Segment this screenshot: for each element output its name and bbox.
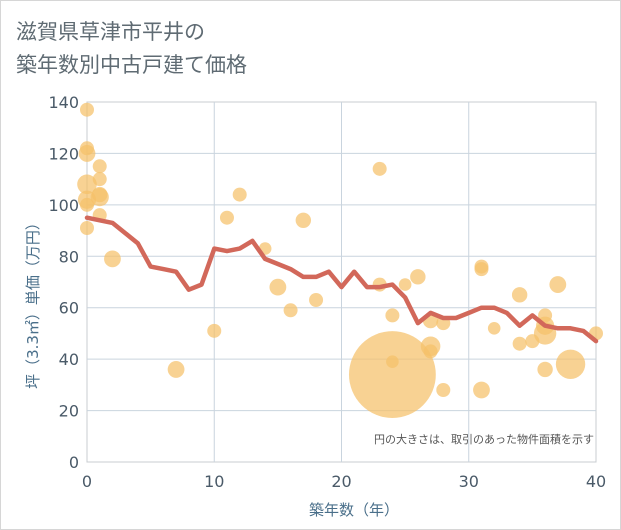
scatter-point-36 — [473, 381, 490, 399]
scatter-point-24 — [385, 308, 400, 323]
y-tick-label: 20 — [59, 402, 79, 421]
x-tick-label: 40 — [586, 472, 606, 491]
x-tick-label: 20 — [331, 472, 351, 491]
scatter-point-13 — [167, 361, 185, 378]
scatter-point-19 — [283, 303, 298, 318]
scatter-point-3 — [77, 174, 97, 195]
scatter-point-20 — [295, 212, 312, 228]
scatter-point-27 — [398, 278, 412, 291]
scatter-point-44 — [537, 361, 553, 378]
scatter-point-22 — [372, 161, 387, 176]
scatter-point-12 — [104, 250, 121, 268]
scatter-point-0 — [80, 102, 94, 117]
x-axis-ticks: 0 10 20 30 40 — [82, 472, 606, 491]
y-tick-label: 140 — [48, 93, 79, 112]
x-tick-label: 10 — [204, 472, 224, 491]
y-tick-label: 60 — [59, 299, 79, 318]
scatter-point-35 — [474, 262, 489, 277]
y-tick-label: 80 — [59, 247, 79, 266]
y-axis-label: 坪（3.3㎡）単価（万円） — [24, 215, 42, 389]
y-axis-ticks: 0 20 40 60 80 100 120 140 — [48, 93, 79, 472]
x-tick-label: 30 — [459, 472, 479, 491]
scatter-point-5 — [80, 197, 94, 212]
scatter-point-45 — [549, 276, 567, 293]
scatter-point-26 — [349, 331, 436, 418]
y-tick-label: 100 — [48, 196, 79, 215]
scatter-point-37 — [487, 321, 501, 335]
scatter-point-46 — [555, 349, 586, 379]
scatter-point-38 — [511, 287, 528, 303]
gridlines — [87, 102, 596, 462]
scatter-point-18 — [269, 278, 287, 296]
scatter-point-16 — [232, 187, 247, 202]
scatter-point-10 — [90, 188, 109, 207]
chart-title-line1: 滋賀県草津市平井の — [16, 20, 205, 44]
average-line-series — [84, 215, 599, 344]
y-tick-label: 40 — [59, 350, 79, 369]
scatter-point-2 — [78, 145, 96, 162]
scatter-point-21 — [309, 293, 324, 307]
scatter-point-31 — [423, 344, 438, 359]
scatter-point-6 — [80, 221, 94, 235]
scatter-point-14 — [207, 323, 222, 338]
scatter-point-8 — [92, 172, 107, 187]
scatter-point-15 — [219, 210, 234, 225]
scatter-point-28 — [410, 269, 426, 285]
size-annotation: 円の大きさは、取引のあった物件面積を示す — [374, 432, 594, 446]
chart-title-line2: 築年数別中古戸建て価格 — [16, 53, 247, 77]
y-tick-label: 0 — [69, 453, 79, 472]
scatter-point-7 — [92, 159, 107, 174]
x-axis-label: 築年数（年） — [309, 501, 399, 519]
y-tick-label: 120 — [48, 144, 79, 163]
x-tick-label: 0 — [82, 472, 92, 491]
scatter-point-39 — [512, 336, 527, 351]
average-line — [84, 215, 599, 344]
scatter-point-33 — [436, 383, 451, 397]
chart-title: 滋賀県草津市平井の 築年数別中古戸建て価格 — [16, 16, 247, 82]
